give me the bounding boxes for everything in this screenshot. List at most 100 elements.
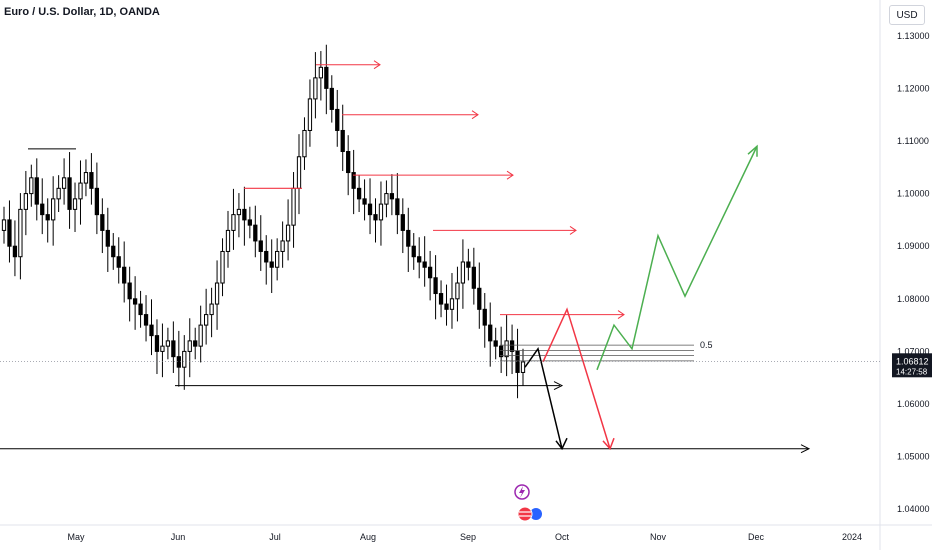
candle-body bbox=[340, 129, 345, 153]
candle-body bbox=[34, 177, 39, 205]
candle-body bbox=[214, 282, 220, 305]
candle-body bbox=[307, 98, 313, 131]
candle-body bbox=[220, 250, 225, 284]
bar-countdown: 14:27:58 bbox=[896, 367, 928, 376]
candle-body bbox=[122, 266, 127, 284]
last-price-badge bbox=[892, 353, 932, 378]
candle-body bbox=[29, 177, 34, 195]
candle-body bbox=[324, 66, 329, 89]
candle-body bbox=[143, 314, 149, 326]
candle-body bbox=[488, 324, 493, 342]
candle-body bbox=[23, 193, 28, 210]
candle-body bbox=[187, 340, 192, 352]
candle-body bbox=[193, 340, 198, 347]
candle-body bbox=[362, 198, 367, 205]
candle-body bbox=[504, 340, 509, 358]
fib-label: 0.5 bbox=[700, 340, 713, 350]
candle-body bbox=[444, 303, 449, 310]
candle-body bbox=[509, 340, 515, 352]
candle-body bbox=[67, 177, 72, 210]
candle-body bbox=[275, 250, 280, 268]
candle-body bbox=[203, 314, 209, 326]
candle-body bbox=[291, 187, 296, 226]
candle-body bbox=[94, 187, 100, 216]
candle-body bbox=[400, 214, 405, 231]
red-projection bbox=[542, 307, 611, 449]
candle-body bbox=[149, 324, 154, 337]
candle-body bbox=[477, 287, 482, 310]
candle-body bbox=[378, 203, 384, 221]
candle-body bbox=[406, 229, 411, 247]
candle-body bbox=[154, 335, 160, 352]
candle-body bbox=[482, 308, 487, 326]
candle-body bbox=[40, 203, 45, 216]
candle-body bbox=[18, 208, 23, 258]
candle-body bbox=[471, 266, 476, 289]
candle-body bbox=[100, 214, 105, 231]
candle-body bbox=[351, 172, 356, 189]
price-tick-label: 1.10000 bbox=[897, 189, 930, 199]
candle-body bbox=[160, 345, 165, 352]
candle-body bbox=[247, 219, 252, 226]
price-tick-label: 1.09000 bbox=[897, 241, 930, 251]
candle-body bbox=[83, 172, 89, 184]
candle-body bbox=[171, 340, 176, 358]
arrowhead bbox=[555, 437, 568, 451]
candle-body bbox=[56, 187, 61, 200]
candle-body bbox=[132, 298, 138, 305]
candle-body bbox=[7, 219, 12, 247]
candle-body bbox=[51, 198, 56, 221]
candle-body bbox=[466, 261, 471, 268]
candle-body bbox=[61, 177, 67, 189]
arrowhead bbox=[569, 226, 577, 235]
candle-body bbox=[72, 198, 78, 210]
time-tick-label: Aug bbox=[360, 532, 376, 542]
eu-flag-icon bbox=[530, 508, 542, 520]
candle-body bbox=[346, 151, 351, 174]
arrowhead bbox=[800, 444, 811, 454]
candle-body bbox=[296, 156, 302, 189]
price-tick-label: 1.04000 bbox=[897, 504, 930, 514]
price-tick-label: 1.13000 bbox=[897, 31, 930, 41]
candle-body bbox=[127, 282, 132, 300]
candle-body bbox=[520, 361, 526, 373]
candle-body bbox=[116, 256, 121, 268]
arrowhead bbox=[553, 381, 564, 391]
candle-body bbox=[253, 224, 258, 242]
time-tick-label: Jul bbox=[269, 532, 281, 542]
candle-body bbox=[264, 250, 269, 263]
candle-body bbox=[198, 324, 203, 347]
candle-body bbox=[236, 208, 242, 216]
price-tick-label: 1.08000 bbox=[897, 294, 930, 304]
candle-body bbox=[89, 172, 94, 189]
candle-body bbox=[515, 350, 520, 373]
candle-body bbox=[449, 298, 455, 310]
currency-selector[interactable]: USD bbox=[889, 5, 925, 25]
bullish-projection bbox=[596, 145, 758, 371]
candle-body bbox=[176, 356, 181, 368]
arrowhead bbox=[617, 310, 625, 319]
candle-body bbox=[460, 261, 466, 284]
candle-body bbox=[313, 77, 318, 100]
candle-body bbox=[138, 303, 143, 316]
candle-body bbox=[111, 245, 116, 258]
price-tick-label: 1.11000 bbox=[897, 136, 929, 146]
price-tick-label: 1.07000 bbox=[897, 346, 930, 356]
us-flag-icon bbox=[517, 506, 533, 522]
candle-body bbox=[280, 240, 285, 252]
candle-body bbox=[422, 261, 427, 268]
candle-body bbox=[373, 214, 378, 221]
candle-body bbox=[258, 240, 263, 252]
candle-body bbox=[438, 293, 444, 305]
candle-body bbox=[318, 66, 324, 79]
candle-body bbox=[455, 282, 460, 300]
arrowhead bbox=[602, 437, 615, 451]
time-tick-label: May bbox=[67, 532, 85, 542]
bearish-projection bbox=[524, 346, 563, 449]
time-tick-label: Jun bbox=[171, 532, 186, 542]
price-tick-label: 1.06000 bbox=[897, 399, 930, 409]
time-tick-label: Dec bbox=[748, 532, 765, 542]
candle-body bbox=[427, 266, 433, 279]
